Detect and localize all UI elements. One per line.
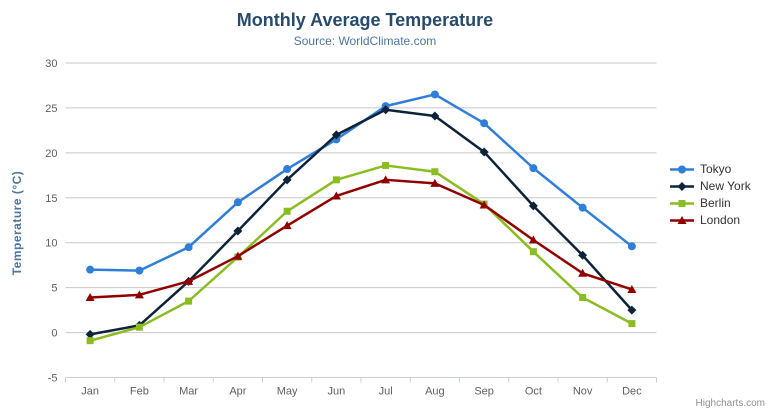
- legend-item-new-york[interactable]: New York: [669, 179, 751, 193]
- x-axis-label: Sep: [474, 386, 494, 398]
- series-line-london: [88, 178, 634, 299]
- y-axis-label: 0: [51, 328, 57, 340]
- x-axis-label: Mar: [179, 386, 198, 398]
- diamond-legend-icon: [670, 181, 694, 191]
- legend-label: London: [700, 213, 741, 227]
- legend-item-london[interactable]: London: [669, 213, 751, 227]
- circle-legend-icon: [670, 165, 694, 173]
- legend-item-berlin[interactable]: Berlin: [669, 196, 751, 210]
- y-axis-label: 10: [45, 238, 57, 250]
- y-axis-title: Temperature (°C): [10, 170, 24, 276]
- series-line-tokyo: [88, 93, 634, 272]
- series-london[interactable]: [85, 175, 637, 302]
- y-axis-label: -5: [48, 373, 58, 385]
- chart-subtitle: Source: WorldClimate.com: [293, 34, 437, 48]
- series-line-berlin: [88, 164, 634, 342]
- x-axis-label: Nov: [573, 386, 593, 398]
- x-axis-label: Apr: [229, 386, 246, 398]
- x-axis-label: Jan: [81, 386, 99, 398]
- legend-label: Berlin: [700, 196, 731, 210]
- series-tokyo[interactable]: [86, 90, 636, 275]
- export-menu-button[interactable]: [731, 15, 755, 37]
- legend-label: New York: [700, 179, 751, 193]
- y-axis-label: 20: [45, 148, 57, 160]
- triangle-legend-icon: [670, 215, 694, 224]
- y-axis-label: 25: [45, 103, 57, 115]
- x-axis-label: May: [277, 386, 298, 398]
- series-new-york[interactable]: [85, 105, 637, 339]
- legend: Tokyo New York Berlin London: [669, 162, 751, 227]
- legend-item-tokyo[interactable]: Tokyo: [669, 162, 751, 176]
- square-legend-icon: [670, 199, 694, 207]
- chart-title: Monthly Average Temperature: [236, 10, 494, 30]
- x-axis-label: Aug: [425, 386, 445, 398]
- credits-link[interactable]: Highcharts.com: [695, 398, 765, 409]
- x-axis-label: Jun: [328, 386, 346, 398]
- y-axis-label: 30: [45, 58, 57, 70]
- series-line-new-york: [88, 108, 634, 336]
- x-axis-label: Feb: [130, 386, 149, 398]
- x-axis-label: Jul: [379, 386, 393, 398]
- x-axis-label: Oct: [525, 386, 542, 398]
- series-berlin[interactable]: [86, 161, 636, 345]
- y-axis-label: 5: [51, 283, 57, 295]
- y-axis-label: 15: [45, 193, 57, 205]
- x-axis-label: Dec: [622, 386, 642, 398]
- legend-label: Tokyo: [700, 162, 732, 176]
